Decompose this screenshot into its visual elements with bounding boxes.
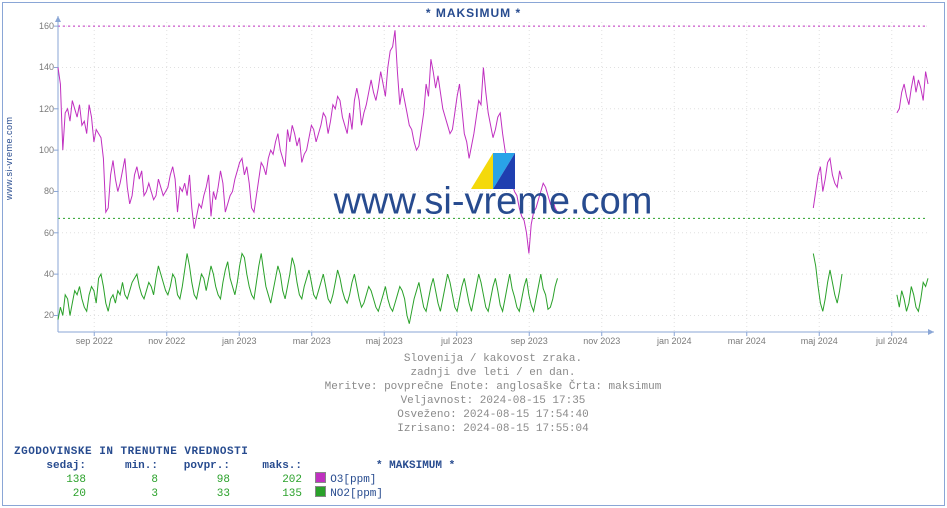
y-tick-label: 60 <box>44 228 54 238</box>
x-tick-label: mar 2023 <box>293 336 331 346</box>
series-swatch-icon <box>315 486 326 497</box>
y-tick-label: 100 <box>39 145 54 155</box>
x-tick-label: maj 2023 <box>366 336 403 346</box>
chart-title: * MAKSIMUM * <box>0 6 947 20</box>
table-row: 20333135 NO2[ppm] <box>14 486 455 500</box>
caption-line: Veljavnost: 2024-08-15 17:35 <box>58 394 928 408</box>
caption-line: Izrisano: 2024-08-15 17:55:04 <box>58 422 928 436</box>
caption-line: Osveženo: 2024-08-15 17:54:40 <box>58 408 928 422</box>
chart-plot-area: www.si-vreme.com 20406080100120140160sep… <box>58 22 928 332</box>
x-tick-label: nov 2023 <box>583 336 620 346</box>
site-label: www.si-vreme.com <box>4 116 14 200</box>
caption-line: Meritve: povprečne Enote: anglosaške Črt… <box>58 380 928 394</box>
x-tick-label: jul 2024 <box>876 336 908 346</box>
stats-table-title: ZGODOVINSKE IN TRENUTNE VREDNOSTI <box>14 446 455 458</box>
x-tick-label: jul 2023 <box>441 336 473 346</box>
x-tick-label: nov 2022 <box>148 336 185 346</box>
x-tick-label: jan 2024 <box>657 336 692 346</box>
y-tick-label: 160 <box>39 21 54 31</box>
x-tick-label: mar 2024 <box>728 336 766 346</box>
chart-caption: Slovenija / kakovost zraka. zadnji dve l… <box>58 352 928 436</box>
table-row: 138898202 O3[ppm] <box>14 472 455 486</box>
series-swatch-icon <box>315 472 326 483</box>
x-tick-label: jan 2023 <box>222 336 257 346</box>
x-tick-label: sep 2022 <box>76 336 113 346</box>
series-label: O3[ppm] <box>330 474 376 486</box>
y-tick-label: 80 <box>44 186 54 196</box>
x-tick-label: sep 2023 <box>511 336 548 346</box>
caption-line: zadnji dve leti / en dan. <box>58 366 928 380</box>
series-label: NO2[ppm] <box>330 488 383 500</box>
y-tick-label: 20 <box>44 310 54 320</box>
x-tick-label: maj 2024 <box>801 336 838 346</box>
table-header-row: sedaj:min.:povpr.:maks.: * MAKSIMUM * <box>14 460 455 472</box>
y-tick-label: 140 <box>39 62 54 72</box>
stats-table: ZGODOVINSKE IN TRENUTNE VREDNOSTI sedaj:… <box>14 446 455 500</box>
caption-line: Slovenija / kakovost zraka. <box>58 352 928 366</box>
y-tick-label: 40 <box>44 269 54 279</box>
y-tick-label: 120 <box>39 104 54 114</box>
